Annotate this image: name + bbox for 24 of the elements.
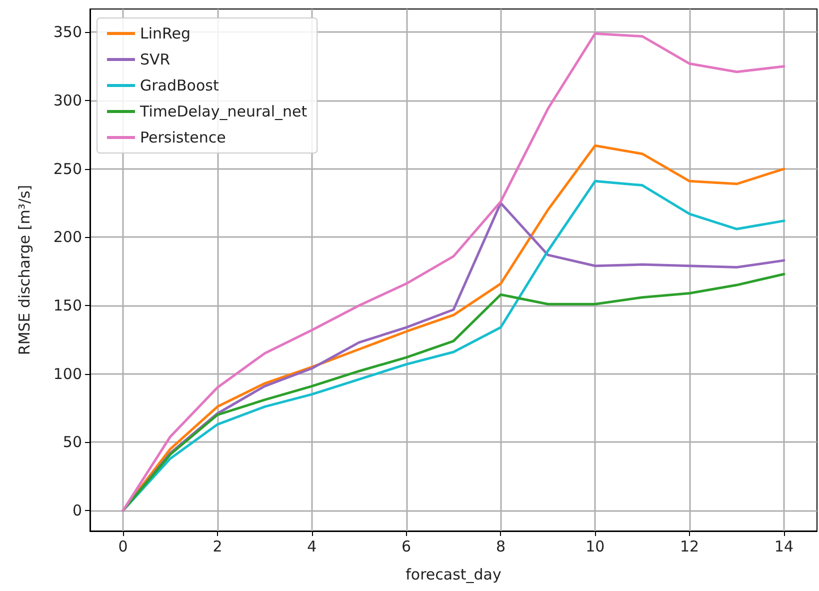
y-tick-label: 100 xyxy=(53,364,82,383)
y-tick-label: 0 xyxy=(72,502,82,520)
y-tick-label: 250 xyxy=(53,160,82,178)
legend-label: TimeDelay_neural_net xyxy=(139,102,308,120)
x-axis-title: forecast_day xyxy=(406,566,502,584)
x-tick-label: 4 xyxy=(307,538,317,556)
y-tick-label: 200 xyxy=(53,228,82,246)
x-tick-label: 6 xyxy=(402,538,412,556)
y-tick-label: 350 xyxy=(53,23,82,42)
legend-label: Persistence xyxy=(140,128,226,146)
x-tick-label: 14 xyxy=(774,538,794,556)
x-tick-label: 10 xyxy=(586,538,605,556)
y-tick-label: 50 xyxy=(62,433,82,452)
x-tick-label: 0 xyxy=(118,538,128,556)
legend-label: LinReg xyxy=(140,24,191,42)
x-tick-label: 12 xyxy=(680,538,700,556)
legend-label: GradBoost xyxy=(140,76,219,94)
x-tick-label: 2 xyxy=(212,538,222,556)
y-axis-title: RMSE discharge [m³/s] xyxy=(16,184,34,356)
x-tick-label: 8 xyxy=(496,538,506,556)
line-series xyxy=(122,272,786,512)
y-tick-label: 150 xyxy=(53,296,82,315)
y-tick-label: 300 xyxy=(53,92,82,110)
legend-label: SVR xyxy=(140,50,170,68)
